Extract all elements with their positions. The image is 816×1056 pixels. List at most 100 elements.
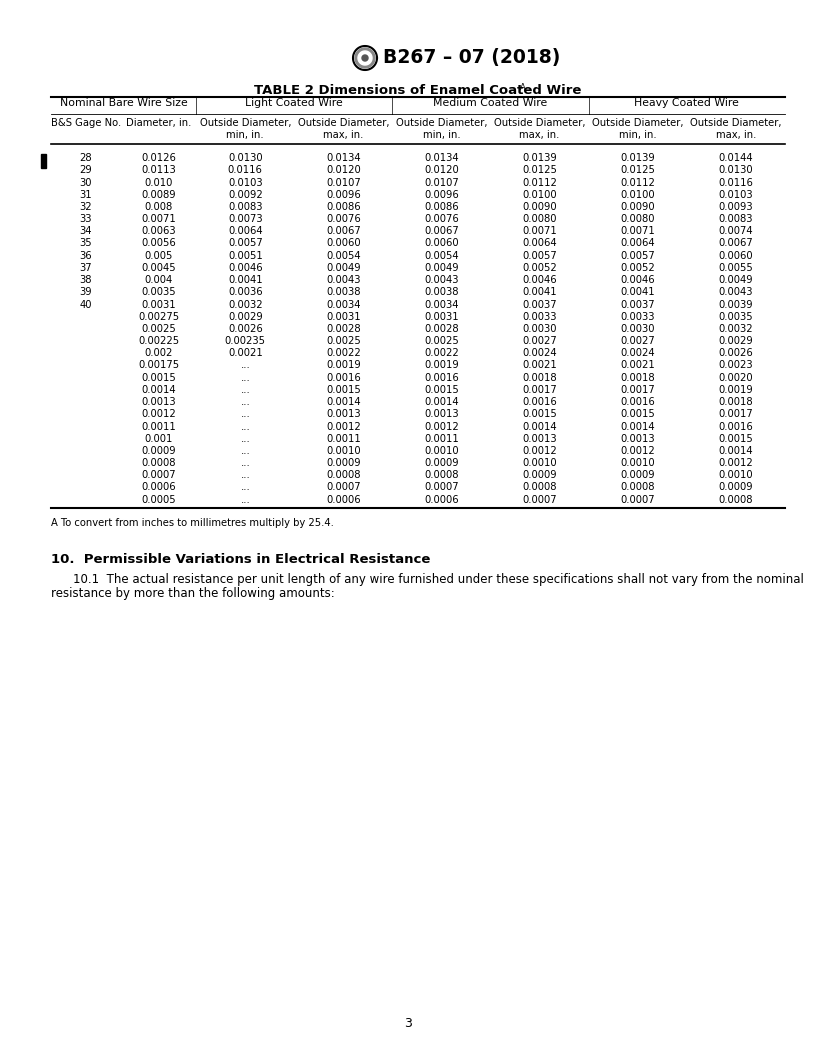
Text: 0.0043: 0.0043 bbox=[424, 276, 459, 285]
Text: 0.0046: 0.0046 bbox=[620, 276, 655, 285]
Text: 0.0008: 0.0008 bbox=[326, 470, 361, 480]
Text: 0.0063: 0.0063 bbox=[141, 226, 176, 237]
Text: 0.0013: 0.0013 bbox=[326, 410, 361, 419]
Text: 0.0013: 0.0013 bbox=[620, 434, 655, 444]
Text: 30: 30 bbox=[80, 177, 92, 188]
Text: 0.0012: 0.0012 bbox=[326, 421, 361, 432]
Text: 0.0120: 0.0120 bbox=[424, 166, 459, 175]
Text: 0.0057: 0.0057 bbox=[620, 250, 655, 261]
Text: 0.0125: 0.0125 bbox=[522, 166, 557, 175]
Text: 0.0046: 0.0046 bbox=[228, 263, 263, 272]
Text: 0.0013: 0.0013 bbox=[141, 397, 176, 408]
Text: resistance by more than the following amounts:: resistance by more than the following am… bbox=[51, 587, 335, 600]
Text: 0.0067: 0.0067 bbox=[424, 226, 459, 237]
Text: 32: 32 bbox=[79, 202, 92, 212]
Text: 36: 36 bbox=[79, 250, 92, 261]
Text: 0.0017: 0.0017 bbox=[620, 384, 655, 395]
Text: 0.0049: 0.0049 bbox=[719, 276, 753, 285]
Text: 0.0035: 0.0035 bbox=[719, 312, 753, 322]
Text: 0.0027: 0.0027 bbox=[522, 336, 557, 346]
Text: 0.00275: 0.00275 bbox=[138, 312, 180, 322]
Text: 0.0093: 0.0093 bbox=[719, 202, 753, 212]
Text: 0.0017: 0.0017 bbox=[719, 410, 753, 419]
Text: 0.0076: 0.0076 bbox=[424, 214, 459, 224]
Text: 0.010: 0.010 bbox=[144, 177, 173, 188]
Text: 0.0018: 0.0018 bbox=[620, 373, 655, 382]
Text: 0.0029: 0.0029 bbox=[719, 336, 753, 346]
Text: 0.0071: 0.0071 bbox=[522, 226, 557, 237]
Text: 0.0064: 0.0064 bbox=[228, 226, 263, 237]
Text: 0.0041: 0.0041 bbox=[228, 276, 263, 285]
Text: 10.  Permissible Variations in Electrical Resistance: 10. Permissible Variations in Electrical… bbox=[51, 552, 430, 566]
Text: ...: ... bbox=[241, 483, 251, 492]
Text: 0.0014: 0.0014 bbox=[620, 421, 655, 432]
Text: ...: ... bbox=[241, 397, 251, 408]
Text: 0.0016: 0.0016 bbox=[719, 421, 753, 432]
Text: 0.0011: 0.0011 bbox=[326, 434, 361, 444]
Text: Outside Diameter,
max, in.: Outside Diameter, max, in. bbox=[690, 118, 782, 139]
Text: 0.0012: 0.0012 bbox=[424, 421, 459, 432]
Text: 0.0007: 0.0007 bbox=[141, 470, 176, 480]
Text: 0.0112: 0.0112 bbox=[620, 177, 655, 188]
Text: 0.0018: 0.0018 bbox=[522, 373, 557, 382]
Text: 0.0007: 0.0007 bbox=[522, 494, 557, 505]
Text: ...: ... bbox=[241, 421, 251, 432]
Text: 39: 39 bbox=[79, 287, 92, 298]
Text: 0.0056: 0.0056 bbox=[141, 239, 176, 248]
Text: 0.0007: 0.0007 bbox=[424, 483, 459, 492]
Text: 0.0033: 0.0033 bbox=[620, 312, 655, 322]
Text: 35: 35 bbox=[79, 239, 92, 248]
Text: 0.0009: 0.0009 bbox=[326, 458, 361, 468]
Text: 0.0060: 0.0060 bbox=[424, 239, 459, 248]
Text: 0.0057: 0.0057 bbox=[522, 250, 557, 261]
Text: 0.0134: 0.0134 bbox=[326, 153, 361, 163]
Text: A To convert from inches to millimetres multiply by 25.4.: A To convert from inches to millimetres … bbox=[51, 517, 334, 528]
Text: 0.0025: 0.0025 bbox=[141, 324, 176, 334]
Text: 0.0007: 0.0007 bbox=[326, 483, 361, 492]
Text: 0.0060: 0.0060 bbox=[719, 250, 753, 261]
Text: 0.0126: 0.0126 bbox=[141, 153, 176, 163]
Text: 0.0116: 0.0116 bbox=[228, 166, 263, 175]
Text: 0.0013: 0.0013 bbox=[424, 410, 459, 419]
Text: 0.0116: 0.0116 bbox=[719, 177, 753, 188]
Text: 0.0038: 0.0038 bbox=[326, 287, 361, 298]
Text: 0.0035: 0.0035 bbox=[141, 287, 176, 298]
Text: 0.0041: 0.0041 bbox=[522, 287, 557, 298]
Text: 0.0045: 0.0045 bbox=[141, 263, 176, 272]
Text: 0.0144: 0.0144 bbox=[719, 153, 753, 163]
Text: 0.0022: 0.0022 bbox=[326, 348, 361, 358]
Text: 0.0125: 0.0125 bbox=[620, 166, 655, 175]
Text: 0.0031: 0.0031 bbox=[424, 312, 459, 322]
Text: 0.0021: 0.0021 bbox=[522, 360, 557, 371]
Text: 0.0012: 0.0012 bbox=[522, 446, 557, 456]
Text: Heavy Coated Wire: Heavy Coated Wire bbox=[634, 97, 739, 108]
Text: 0.0019: 0.0019 bbox=[326, 360, 361, 371]
Text: 0.0130: 0.0130 bbox=[719, 166, 753, 175]
Polygon shape bbox=[355, 48, 375, 68]
Text: 0.0086: 0.0086 bbox=[424, 202, 459, 212]
Text: 0.0016: 0.0016 bbox=[424, 373, 459, 382]
Text: 0.0006: 0.0006 bbox=[141, 483, 176, 492]
Text: 0.0030: 0.0030 bbox=[522, 324, 557, 334]
Text: 0.0012: 0.0012 bbox=[620, 446, 655, 456]
Text: 0.0016: 0.0016 bbox=[620, 397, 655, 408]
Text: 0.0089: 0.0089 bbox=[141, 190, 176, 200]
Text: 0.0034: 0.0034 bbox=[424, 300, 459, 309]
Text: 0.0055: 0.0055 bbox=[719, 263, 753, 272]
Text: 0.0139: 0.0139 bbox=[522, 153, 557, 163]
Text: 0.0014: 0.0014 bbox=[326, 397, 361, 408]
Text: 0.0008: 0.0008 bbox=[424, 470, 459, 480]
Text: 0.0025: 0.0025 bbox=[424, 336, 459, 346]
Text: 0.0039: 0.0039 bbox=[719, 300, 753, 309]
Text: 0.0014: 0.0014 bbox=[719, 446, 753, 456]
Text: 0.0026: 0.0026 bbox=[228, 324, 263, 334]
Text: 0.0005: 0.0005 bbox=[141, 494, 176, 505]
Text: 0.0010: 0.0010 bbox=[522, 458, 557, 468]
Text: 0.0010: 0.0010 bbox=[719, 470, 753, 480]
Text: 0.0009: 0.0009 bbox=[424, 458, 459, 468]
Text: 0.0009: 0.0009 bbox=[719, 483, 753, 492]
Text: ...: ... bbox=[241, 373, 251, 382]
Text: 0.0103: 0.0103 bbox=[719, 190, 753, 200]
Text: B267 – 07 (2018): B267 – 07 (2018) bbox=[383, 49, 561, 68]
Text: 0.0067: 0.0067 bbox=[326, 226, 361, 237]
